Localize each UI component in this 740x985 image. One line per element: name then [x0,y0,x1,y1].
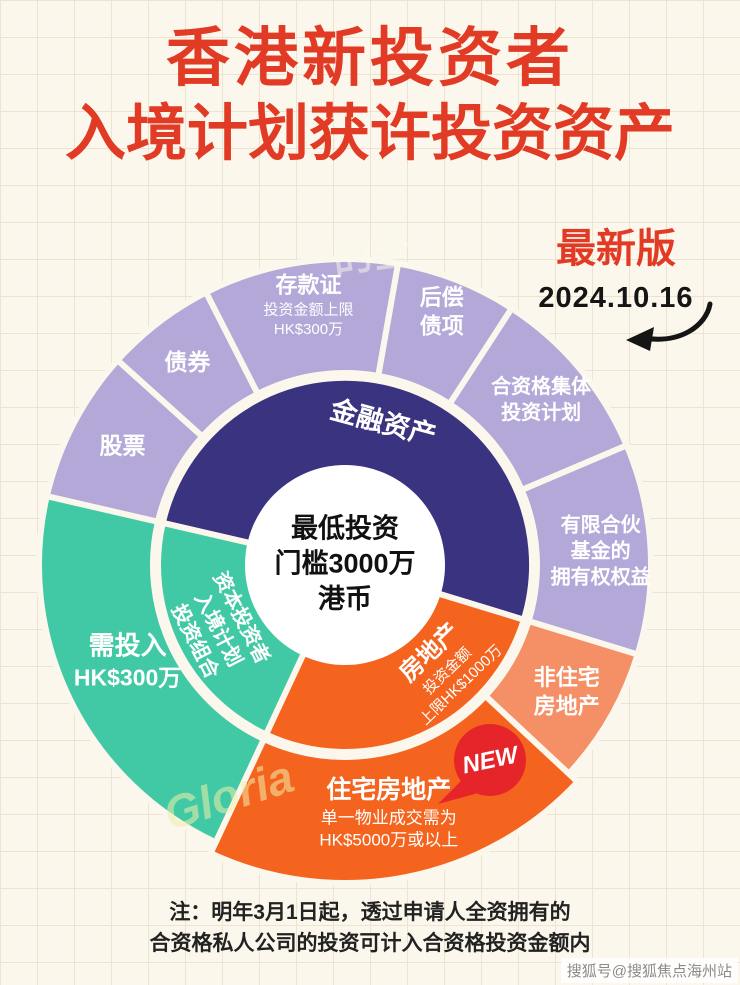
page-title: 香港新投资者 [166,22,574,94]
segment-required-investment [35,493,267,846]
svg-text:单一物业成交需为: 单一物业成交需为 [321,808,457,827]
svg-text:HK$300万: HK$300万 [274,321,343,338]
svg-text:基金的: 基金的 [571,538,631,562]
date-label: 2024.10.16 [538,282,694,314]
svg-text:HK$5000万或以上: HK$5000万或以上 [319,830,458,849]
arrow-icon [626,301,713,351]
svg-text:存款证: 存款证 [275,272,341,297]
svg-text:住宅房地产: 住宅房地产 [326,775,451,804]
page-subtitle: 入境计划获许投资资产 [64,99,675,167]
label-required-investment: 需投入 HK$300万 [74,630,181,690]
new-badge: NEW [438,724,526,804]
svg-text:拥有权权益: 拥有权权益 [551,564,651,588]
svg-text:债项: 债项 [420,314,464,339]
label-stocks: 股票 [100,432,146,458]
footnote-line: 注：明年3月1日起，透过申请人全资拥有的 [169,901,571,924]
svg-text:非住宅: 非住宅 [534,665,600,690]
credit: 搜狐号@搜狐焦点海州站 [560,958,738,983]
header: 香港新投资者 入境计划获许投资资产 [0,0,740,170]
svg-text:港币: 港币 [318,584,372,614]
footnote: 注：明年3月1日起，透过申请人全资拥有的 合资格私人公司的投资可计入合资格投资金… [0,897,740,959]
svg-text:后偿: 后偿 [420,285,464,310]
svg-text:债券: 债券 [164,349,211,375]
center-circle [245,465,445,665]
svg-text:HK$300万: HK$300万 [74,664,181,690]
svg-text:合资格集体: 合资格集体 [491,374,592,398]
latest-version-label: 最新版 [556,227,676,271]
svg-text:有限合伙: 有限合伙 [561,512,642,536]
svg-text:投资金额上限: 投资金额上限 [263,301,353,318]
svg-text:房地产: 房地产 [534,694,600,719]
svg-text:最低投资: 最低投资 [291,514,399,544]
svg-text:门槛3000万: 门槛3000万 [274,549,415,579]
svg-text:投资计划: 投资计划 [501,400,581,424]
footnote-line: 合资格私人公司的投资可计入合资格投资金额内 [149,932,591,955]
label-bonds: 债券 [164,349,211,375]
svg-text:需投入: 需投入 [89,630,167,660]
svg-text:股票: 股票 [100,432,146,458]
version-block: 最新版 2024.10.16 [518,216,714,315]
